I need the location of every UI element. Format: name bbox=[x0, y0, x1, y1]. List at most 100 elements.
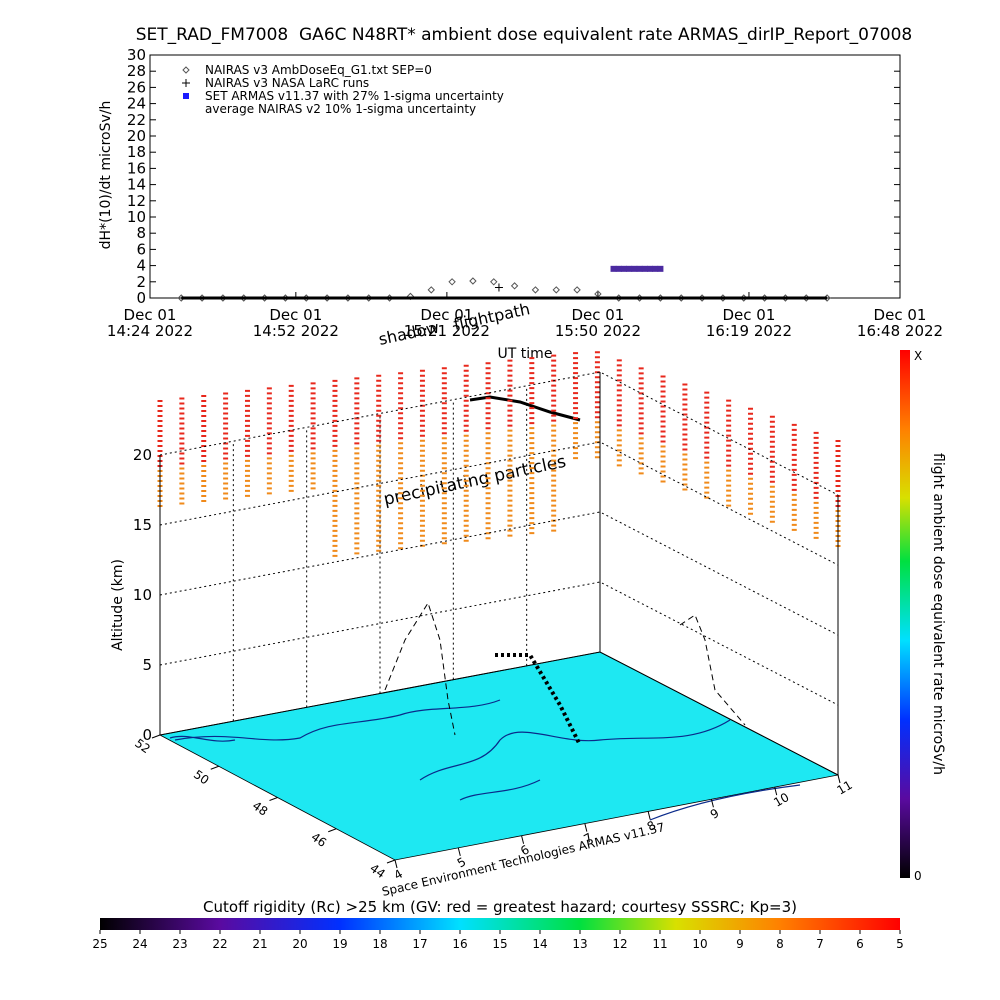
chart-title: SET_RAD_FM7008 GA6C N48RT* ambient dose … bbox=[136, 25, 913, 45]
y-tick-label: 10 bbox=[127, 208, 146, 226]
colorbar-tick-label: 17 bbox=[412, 937, 427, 951]
x-tick-label: Dec 01 bbox=[874, 306, 927, 324]
colorbar-tick-label: 24 bbox=[132, 937, 147, 951]
y-tick-label: 14 bbox=[127, 176, 146, 194]
colorbar-tick-label: 6 bbox=[856, 937, 864, 951]
y-tick-label: 50 bbox=[191, 767, 212, 787]
legend-marker bbox=[183, 93, 189, 99]
y-tick-label: 44 bbox=[367, 861, 388, 881]
shadow-contour bbox=[384, 601, 456, 736]
x-tick-label: Dec 01 bbox=[124, 306, 177, 324]
x-axis-label: UT time bbox=[498, 346, 553, 362]
colorbar-label: flight ambient dose equivalent rate micr… bbox=[930, 453, 946, 775]
point bbox=[657, 265, 664, 272]
y-tick-label: 20 bbox=[127, 127, 146, 145]
rc-gradient bbox=[100, 918, 900, 930]
colorbar-tick-label: 5 bbox=[896, 937, 904, 951]
top-chart: SET_RAD_FM7008 GA6C N48RT* ambient dose … bbox=[98, 25, 943, 362]
z-grid-line bbox=[159, 581, 839, 706]
annotation: precipitating particles bbox=[382, 452, 568, 510]
colorbar-tick-label: 18 bbox=[372, 937, 387, 951]
x-tick-label: 10 bbox=[771, 790, 791, 810]
x-tick-label: 14:52 2022 bbox=[253, 322, 339, 340]
colorbar-tick-label: 15 bbox=[492, 937, 507, 951]
point bbox=[620, 265, 627, 272]
point bbox=[469, 277, 477, 285]
colorbar-tick-label: 23 bbox=[172, 937, 187, 951]
z-grid-line bbox=[159, 511, 839, 636]
colorbar-tick-label: 9 bbox=[736, 937, 744, 951]
y-tick-label: 4 bbox=[136, 257, 146, 275]
x-tick-label: 14:24 2022 bbox=[107, 322, 193, 340]
z-grid-line bbox=[159, 371, 839, 496]
colorbar-tick-label: 16 bbox=[452, 937, 467, 951]
point bbox=[647, 265, 653, 272]
y-tick-label: 22 bbox=[127, 111, 146, 129]
legend-label: NAIRAS v3 NASA LaRC runs bbox=[205, 76, 369, 90]
x-tick-label: Dec 01 bbox=[420, 306, 473, 324]
coastline bbox=[169, 699, 801, 821]
y-tick-label: 48 bbox=[250, 798, 271, 818]
point bbox=[490, 278, 498, 286]
x-tick-label: Dec 01 bbox=[723, 306, 776, 324]
y-tick-label: 26 bbox=[127, 78, 146, 96]
colorbar-tick-label: 22 bbox=[212, 937, 227, 951]
x-tick bbox=[584, 823, 588, 832]
colorbar-title: Cutoff rigidity (Rc) >25 km (GV: red = g… bbox=[203, 898, 797, 916]
y-tick-label: 6 bbox=[136, 240, 146, 258]
point bbox=[631, 265, 638, 272]
x-tick bbox=[647, 811, 651, 820]
x-tick bbox=[710, 799, 714, 808]
colorbar-end: 0 bbox=[914, 869, 922, 883]
colorbar-tick-label: 14 bbox=[532, 937, 547, 951]
x-tick bbox=[394, 859, 398, 869]
z-tick-label: 5 bbox=[142, 656, 152, 674]
x-tick-label: 11 bbox=[835, 778, 855, 798]
point bbox=[626, 265, 633, 272]
colorbar-tick-label: 21 bbox=[252, 937, 267, 951]
z-tick-label: 0 bbox=[142, 726, 152, 744]
shadow-contour bbox=[679, 614, 746, 726]
x-tick-label: Dec 01 bbox=[269, 306, 322, 324]
point bbox=[636, 265, 643, 272]
y-tick bbox=[386, 859, 396, 864]
point bbox=[652, 265, 659, 272]
y-tick bbox=[328, 828, 337, 833]
x-tick bbox=[837, 774, 841, 784]
x-tick-label: 15:21 2022 bbox=[404, 322, 490, 340]
y-tick-label: 46 bbox=[309, 830, 330, 850]
point bbox=[510, 282, 519, 290]
colorbar-tick-label: 11 bbox=[652, 937, 667, 951]
z-tick-label: 10 bbox=[133, 586, 152, 604]
y-tick-label: 12 bbox=[127, 192, 146, 210]
x-tick-label: Dec 01 bbox=[571, 306, 624, 324]
y-tick-label: 16 bbox=[127, 159, 146, 177]
point bbox=[615, 265, 622, 272]
colorbar-tick-label: 10 bbox=[692, 937, 707, 951]
flight-path bbox=[495, 653, 582, 746]
y-tick-label: 18 bbox=[127, 143, 146, 161]
legend-label: NAIRAS v3 AmbDoseEq_G1.txt SEP=0 bbox=[205, 63, 432, 77]
x-tick bbox=[457, 847, 461, 856]
x-tick-label: 16:19 2022 bbox=[706, 322, 792, 340]
point bbox=[573, 286, 581, 294]
point bbox=[448, 278, 456, 286]
x-tick bbox=[521, 835, 525, 844]
z-grid-line bbox=[159, 441, 839, 566]
x-tick-label: 9 bbox=[708, 806, 722, 822]
colorbar-tick-label: 8 bbox=[776, 937, 784, 951]
point bbox=[427, 286, 435, 294]
point bbox=[610, 265, 617, 272]
point bbox=[552, 286, 560, 294]
y-tick-label: 28 bbox=[127, 62, 146, 80]
y-tick-label: 0 bbox=[136, 289, 146, 307]
dose-colorbar bbox=[900, 350, 910, 878]
legend-label: average NAIRAS v2 10% 1-sigma uncertaint… bbox=[205, 102, 476, 116]
annotation: flightpath bbox=[452, 299, 532, 334]
colorbar-tick-label: 25 bbox=[92, 937, 107, 951]
y-tick-label: 8 bbox=[136, 224, 146, 242]
rc-colorbar: Cutoff rigidity (Rc) >25 km (GV: red = g… bbox=[92, 898, 903, 951]
z-tick-label: 15 bbox=[133, 516, 152, 534]
legend-marker bbox=[182, 66, 190, 74]
